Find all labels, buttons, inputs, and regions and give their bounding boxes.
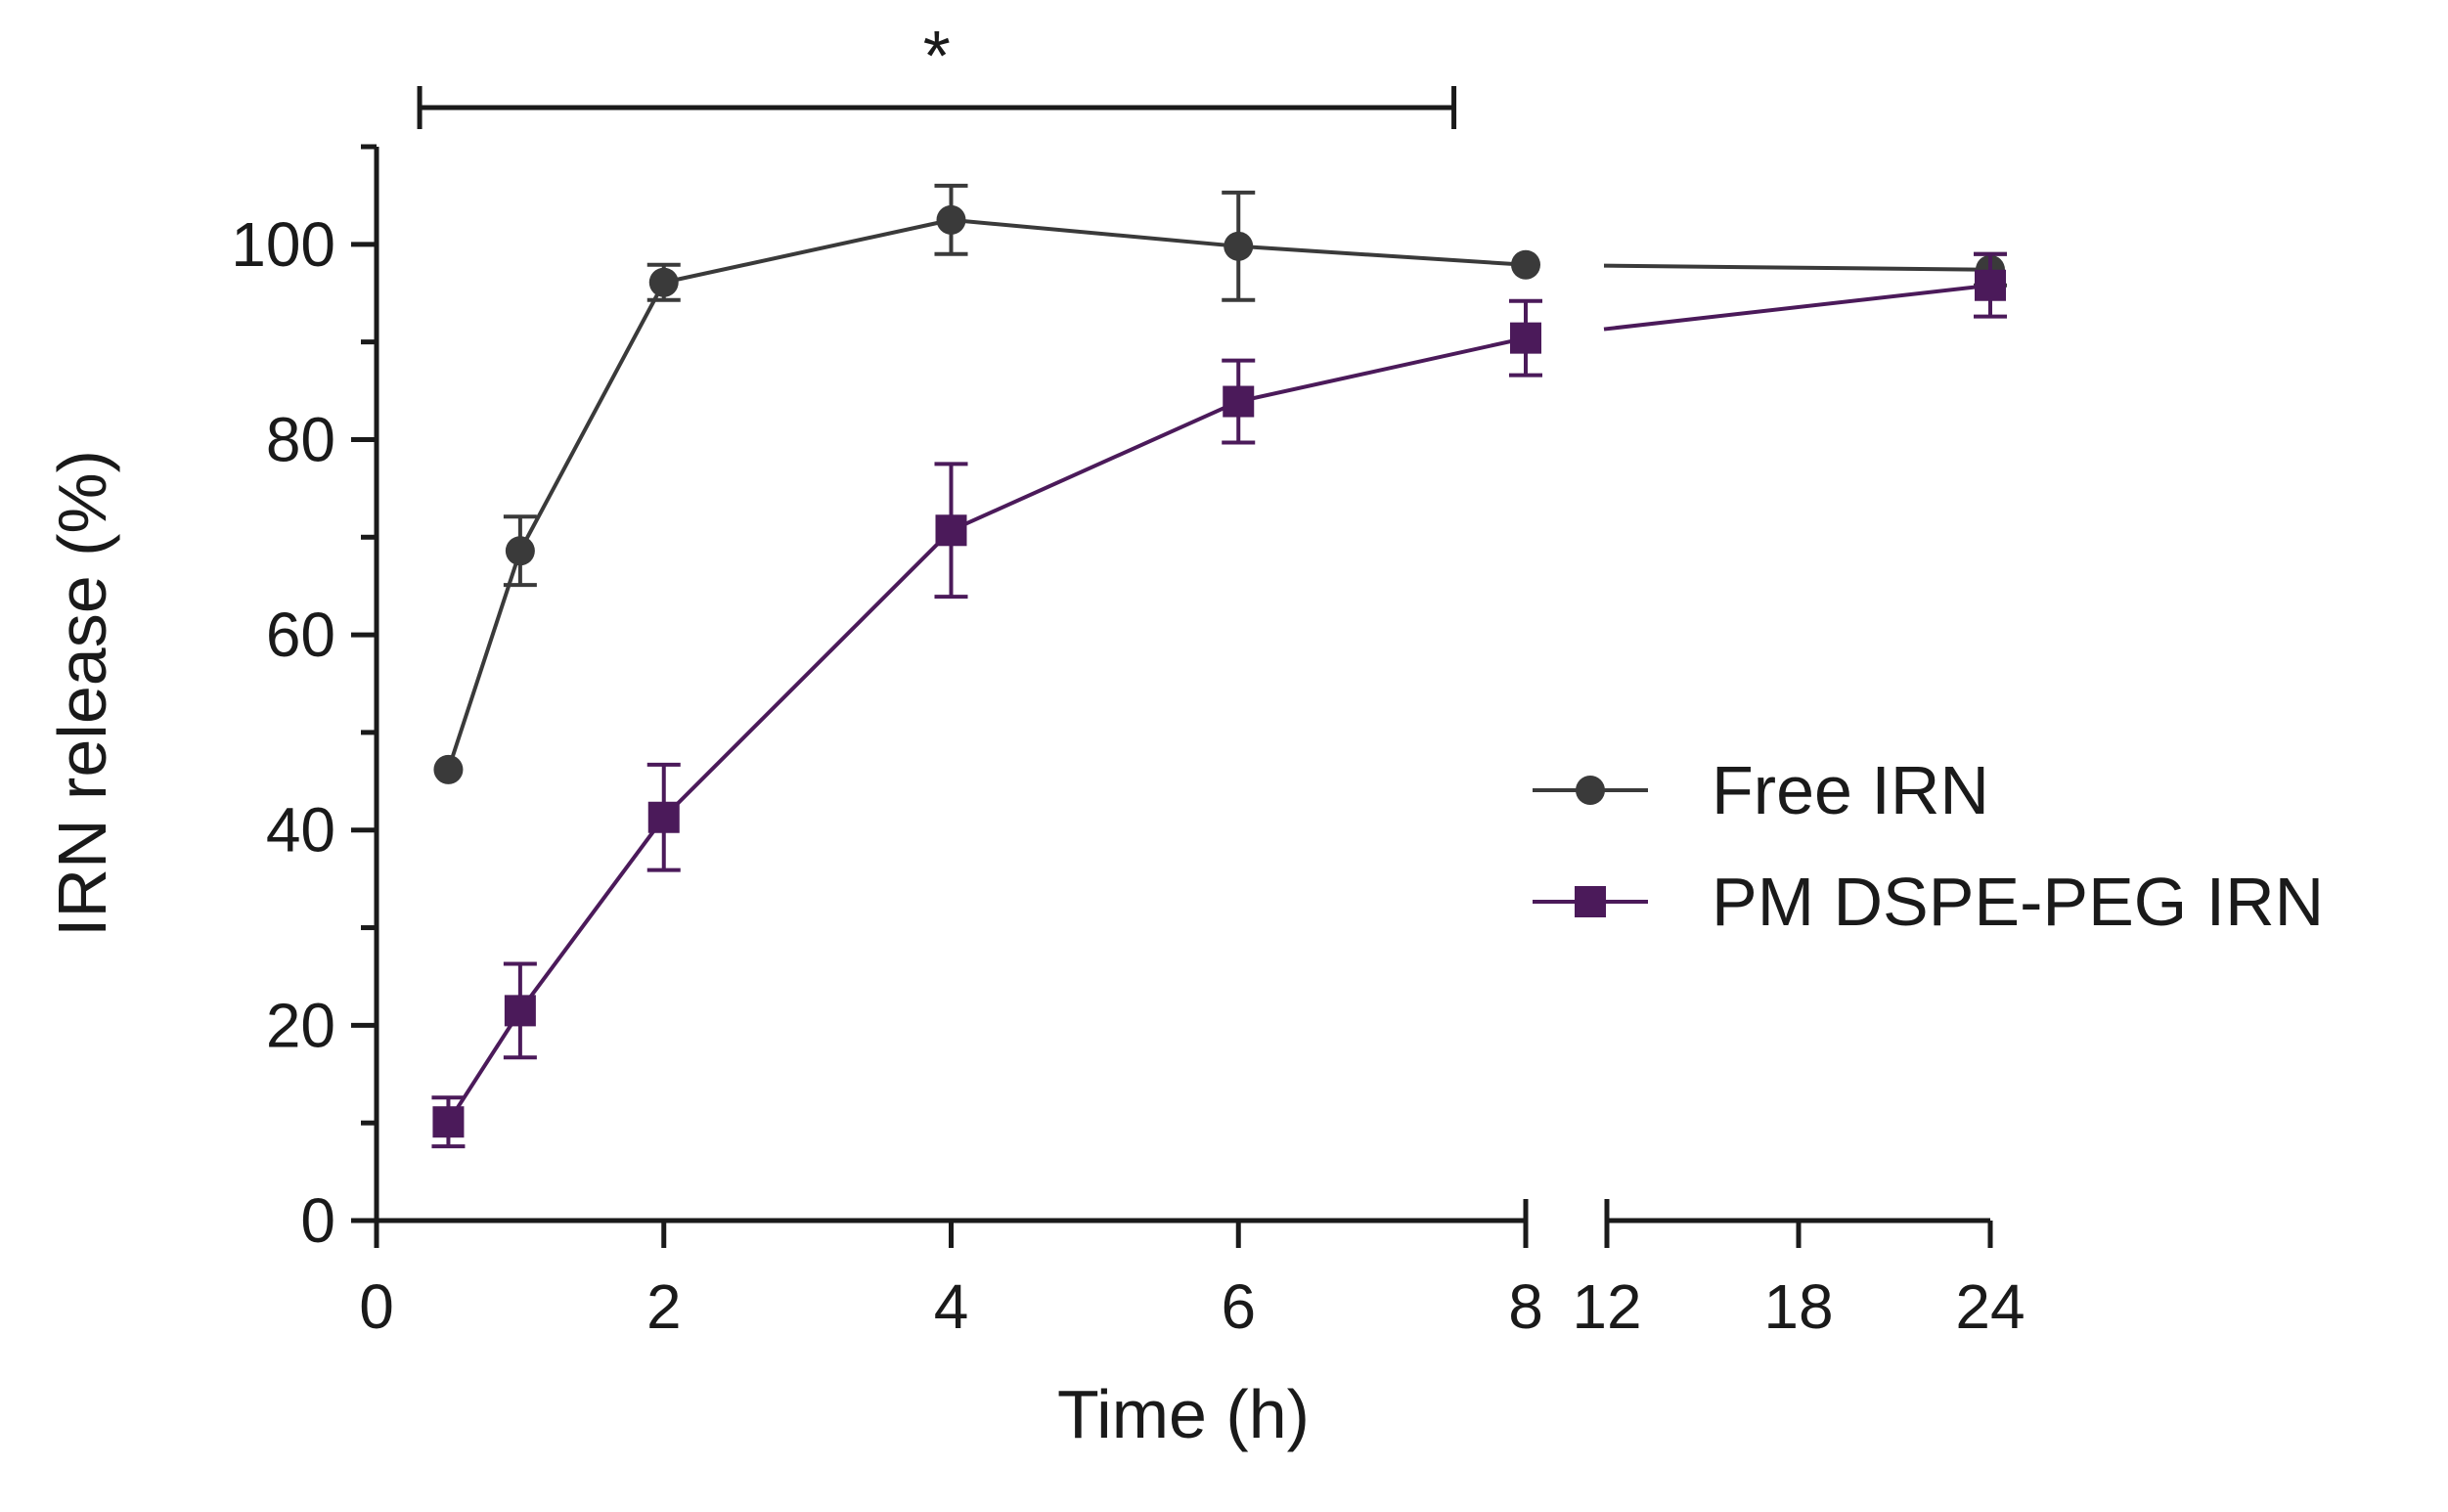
x-tick-label: 8 [1508, 1271, 1543, 1342]
x-tick-label: 0 [359, 1271, 394, 1342]
significance-star: * [923, 18, 951, 96]
series-line-segment [662, 528, 953, 820]
data-point [433, 754, 464, 784]
series-line-segment [1603, 283, 1991, 332]
data-point [648, 267, 679, 297]
data-point [935, 514, 967, 547]
data-point [936, 204, 966, 235]
x-tick-label: 18 [1763, 1271, 1833, 1342]
data-point [1510, 322, 1541, 354]
y-tick-label: 80 [266, 404, 335, 474]
series-line-segment [663, 217, 952, 285]
legend-marker [1575, 886, 1606, 917]
legend-label: Free IRN [1712, 752, 1989, 828]
data-point [1511, 249, 1540, 280]
data-point [1975, 269, 2006, 301]
y-tick-label: 100 [231, 209, 335, 280]
data-point [1224, 231, 1254, 261]
data-point [1223, 385, 1255, 418]
x-tick-label: 4 [934, 1271, 969, 1342]
series-line-segment [950, 399, 1240, 533]
y-tick-label: 20 [266, 990, 335, 1060]
data-point [647, 801, 680, 833]
y-axis-title: IRN release (%) [44, 450, 120, 937]
series-line-segment [1603, 263, 1991, 272]
series-line-segment [518, 281, 666, 553]
series-line-segment [951, 217, 1239, 248]
y-tick-label: 60 [266, 600, 335, 670]
legend-marker [1576, 776, 1605, 805]
data-point [505, 536, 535, 566]
x-tick-label: 6 [1221, 1271, 1256, 1342]
data-point [432, 1106, 465, 1138]
y-tick-label: 0 [300, 1185, 335, 1256]
series-free-irn [433, 183, 2007, 784]
series-line-segment [446, 550, 522, 771]
series-line-segment [518, 816, 666, 1012]
series-pm-dspe-peg-irn [431, 251, 2007, 1149]
x-tick-label: 12 [1572, 1271, 1641, 1342]
data-point [504, 995, 536, 1027]
x-tick-label: 24 [1955, 1271, 2025, 1342]
legend: Free IRN PM DSPE-PEG IRN [1533, 752, 2324, 940]
series-line-segment [446, 1009, 522, 1124]
legend-label: PM DSPE-PEG IRN [1712, 864, 2324, 940]
x-tick-label: 2 [646, 1271, 682, 1342]
series-line-segment [1238, 244, 1527, 267]
significance-annotation: * [417, 18, 1457, 129]
x-axis-title: Time (h) [1057, 1376, 1310, 1452]
series-line-segment [1237, 335, 1527, 404]
y-tick-label: 40 [266, 795, 335, 866]
data-series [431, 183, 2007, 1149]
